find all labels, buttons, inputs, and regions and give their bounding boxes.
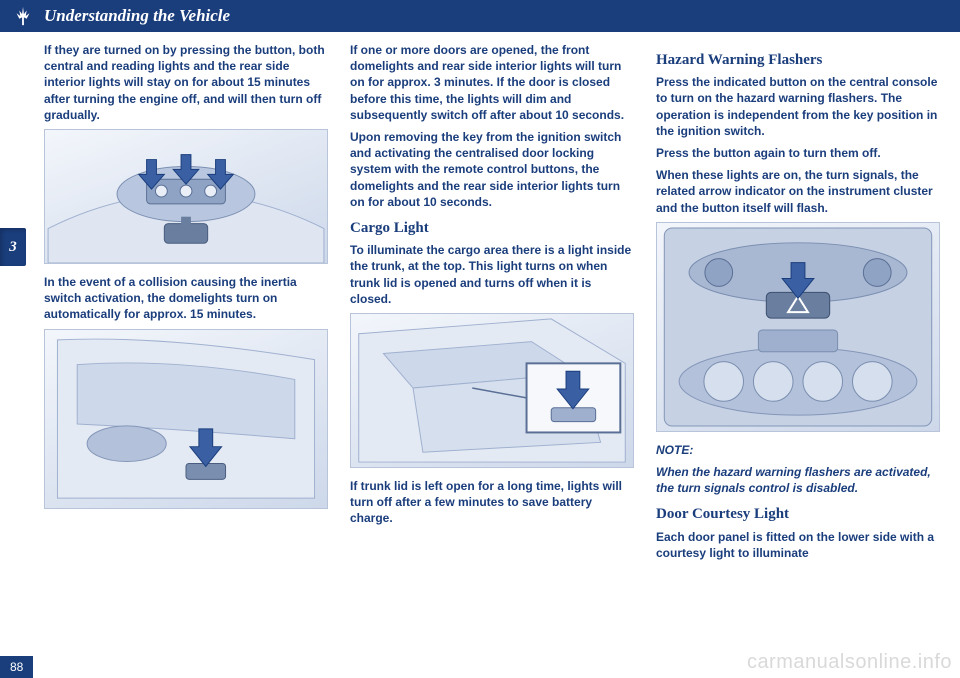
col2-para2: Upon removing the key from the ignition … xyxy=(350,129,634,210)
column-3: Hazard Warning Flashers Press the indica… xyxy=(656,42,940,648)
page-header: Understanding the Vehicle xyxy=(0,0,960,32)
col3-para3: When these lights are on, the turn signa… xyxy=(656,167,940,216)
chapter-tab: 3 xyxy=(0,228,26,266)
watermark: carmanualsonline.info xyxy=(747,651,952,674)
figure-door-panel xyxy=(44,329,328,509)
col2-para3: To illuminate the cargo area there is a … xyxy=(350,242,634,307)
heading-hazard: Hazard Warning Flashers xyxy=(656,50,940,70)
col3-para2: Press the button again to turn them off. xyxy=(656,145,940,161)
figure-dome-light xyxy=(44,129,328,264)
page-number: 88 xyxy=(0,656,33,678)
col2-para4: If trunk lid is left open for a long tim… xyxy=(350,478,634,527)
col1-para2: In the event of a collision causing the … xyxy=(44,274,328,323)
figure-hazard-button xyxy=(656,222,940,432)
content-area: If they are turned on by pressing the bu… xyxy=(44,42,940,648)
col1-para1: If they are turned on by pressing the bu… xyxy=(44,42,328,123)
heading-cargo-light: Cargo Light xyxy=(350,218,634,238)
chapter-number: 3 xyxy=(9,239,17,256)
note-label: NOTE: xyxy=(656,443,693,457)
col3-para4: Each door panel is fitted on the lower s… xyxy=(656,529,940,561)
trident-logo-icon xyxy=(12,5,34,27)
figure-cargo-light xyxy=(350,313,634,468)
col3-para1: Press the indicated button on the centra… xyxy=(656,74,940,139)
col2-para1: If one or more doors are opened, the fro… xyxy=(350,42,634,123)
column-2: If one or more doors are opened, the fro… xyxy=(350,42,634,648)
header-title: Understanding the Vehicle xyxy=(44,6,230,26)
note-body: When the hazard warning flashers are act… xyxy=(656,464,940,496)
page-number-label: 88 xyxy=(10,660,23,674)
heading-door-courtesy: Door Courtesy Light xyxy=(656,504,940,524)
column-1: If they are turned on by pressing the bu… xyxy=(44,42,328,648)
